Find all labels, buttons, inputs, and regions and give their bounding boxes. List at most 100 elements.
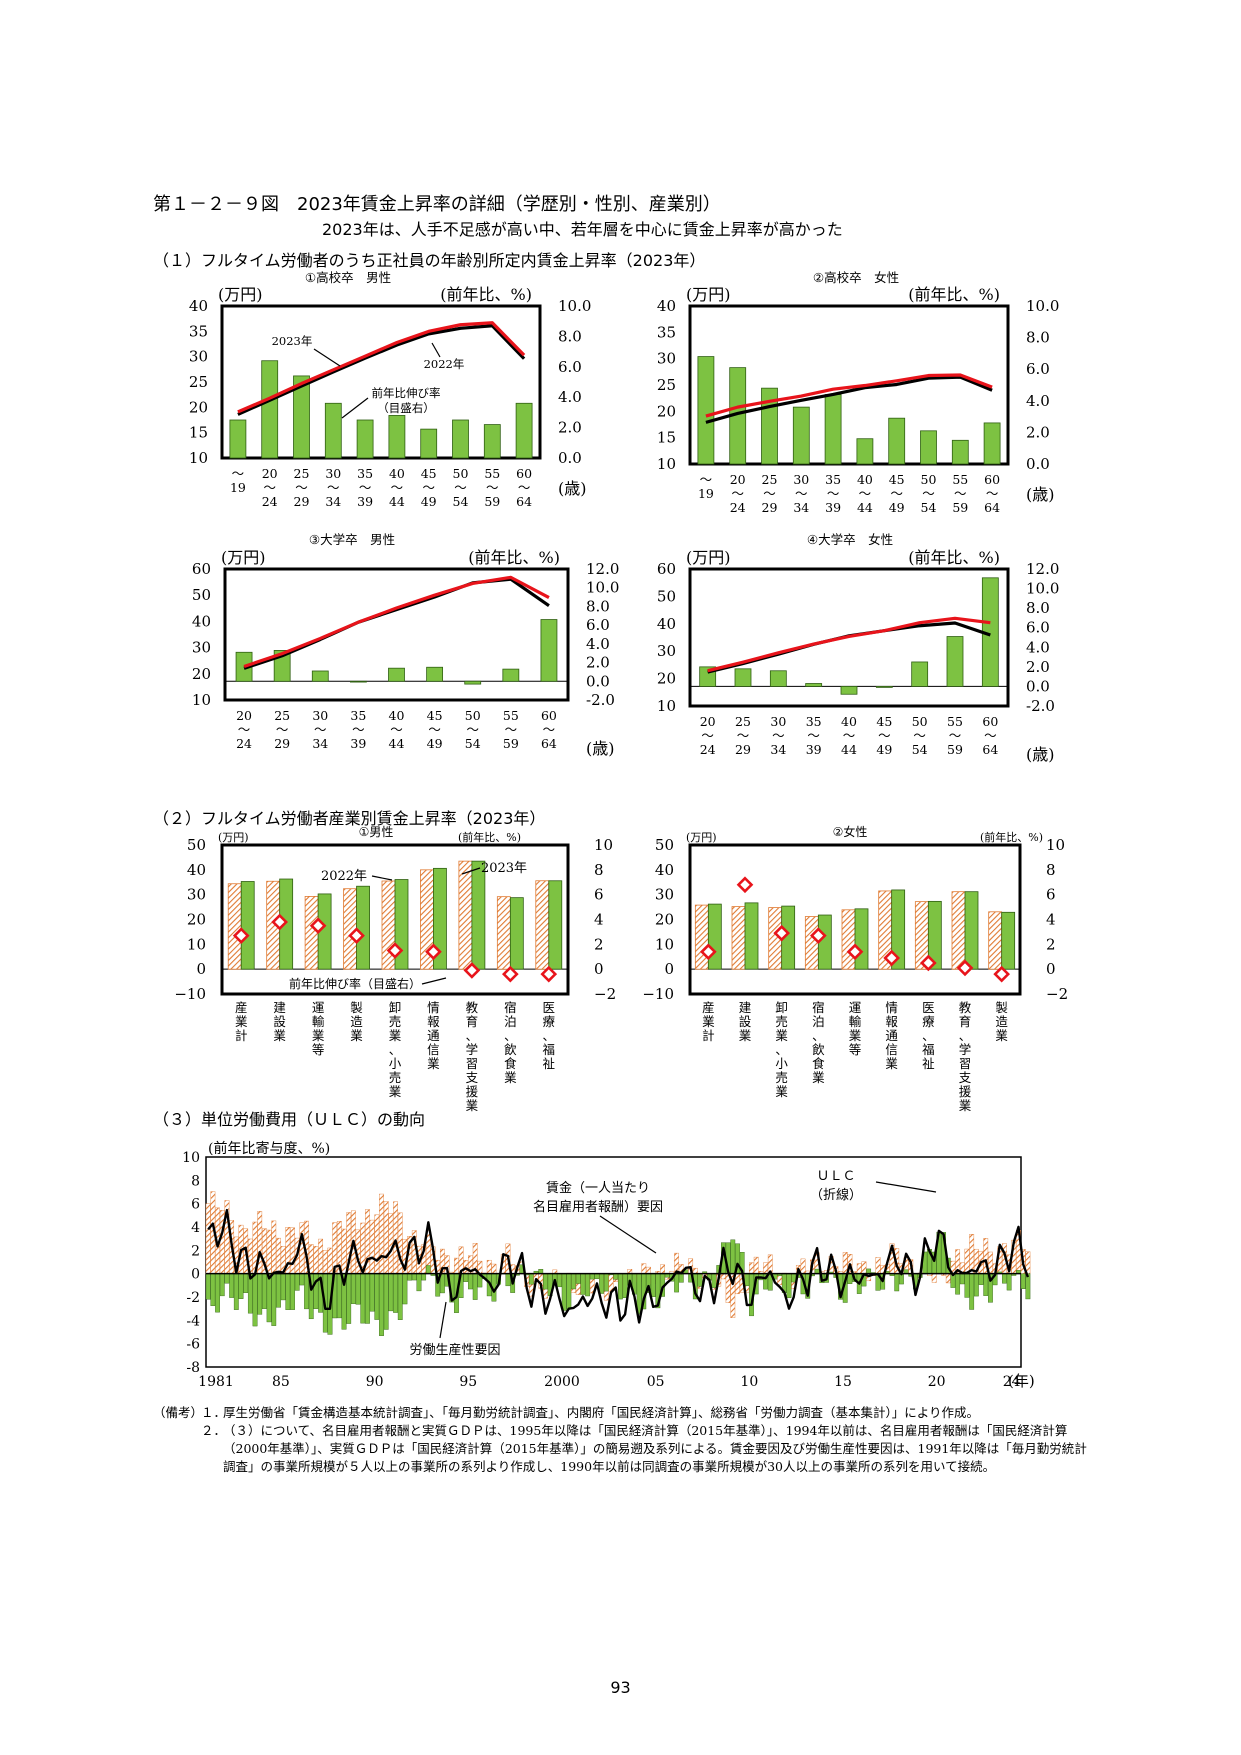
productivity-factor-bar <box>468 1273 473 1290</box>
x-category-label-part: ～ <box>859 486 872 501</box>
note-number: １． <box>201 1405 227 1420</box>
x-category-label-char: 福 <box>922 1042 935 1057</box>
productivity-factor-bar <box>730 1239 736 1274</box>
figure-subtitle: 2023年は、人手不足感が高い中、若年層を中心に賃金上昇率が高かった <box>322 220 843 239</box>
growth-bar <box>911 661 929 687</box>
right-tick-label: 0.0 <box>558 449 582 467</box>
x-category-label-char: 業 <box>775 1028 788 1043</box>
x-category-label-part: 59 <box>484 494 500 509</box>
x-category-label: 30～34 <box>793 472 809 515</box>
x-category-label-char: 、 <box>922 1028 935 1043</box>
growth-bar <box>452 419 469 459</box>
x-category-label-part: 45 <box>876 714 892 729</box>
x-category-label-char: 業 <box>389 1084 402 1099</box>
x-category-label: 55～59 <box>484 466 500 509</box>
left-tick-label: 30 <box>657 642 676 660</box>
annotation-2023: 2023年 <box>481 861 527 876</box>
x-category-label-part: ～ <box>737 728 750 743</box>
annotation-wage: 賃金（一人当たり <box>546 1180 650 1196</box>
y-tick-label: -4 <box>186 1313 200 1329</box>
notes: （備考） １． 厚生労働省「賃金構造基本統計調査」、「毎月勤労統計調査」、内閣府… <box>153 1404 1093 1476</box>
x-category-label: 50～54 <box>912 714 928 757</box>
diamond-marker-icon <box>540 965 558 983</box>
x-category-label-part: ～ <box>986 486 999 501</box>
left-tick-label: 15 <box>189 424 208 442</box>
x-category-label-char: 泊 <box>504 1014 517 1029</box>
productivity-factor-bar <box>219 1273 225 1297</box>
x-category-label-part: 24 <box>700 742 716 757</box>
x-category-label-char: 輸 <box>849 1014 862 1029</box>
wage-factor-bar <box>290 1227 295 1274</box>
x-category-label: 25～29 <box>294 466 310 509</box>
left-tick-label: −10 <box>174 985 206 1003</box>
productivity-factor-bar <box>393 1273 398 1313</box>
left-unit-label: (万円) <box>686 831 717 844</box>
x-category-label-part: ～ <box>466 722 479 737</box>
productivity-factor-bar <box>271 1273 277 1326</box>
wage-factor-bar <box>964 1248 970 1274</box>
x-category-label-part: ～ <box>232 466 245 481</box>
x-category-label-char: 業 <box>312 1028 325 1043</box>
diamond-marker-icon <box>501 965 519 983</box>
x-category-label-char: 業 <box>849 1028 862 1043</box>
growth-bar <box>824 394 842 465</box>
panel-c22: ②女性 −10 0 10 20 30 40 50 −2 0 2 4 6 8 10 (万円) (前年比、%) <box>642 824 1068 1003</box>
left-tick-label: 40 <box>192 612 211 630</box>
right-tick-label: 10.0 <box>1026 580 1059 598</box>
x-category-label: 卸売業、小売業 <box>389 1000 402 1099</box>
right-tick-label: 4 <box>1046 911 1056 929</box>
x-category-label-part: 44 <box>841 742 857 757</box>
note-number: ２． <box>201 1423 227 1438</box>
x-category-label: 40～44 <box>389 708 405 751</box>
x-category-label-char: 情 <box>427 1000 440 1015</box>
growth-bar <box>540 619 558 682</box>
y-tick-label: 0 <box>191 1267 200 1283</box>
productivity-factor-bar <box>416 1273 422 1292</box>
bar-2023 <box>433 867 447 970</box>
x-category-label-part: 29 <box>274 736 290 751</box>
productivity-factor-bar <box>1020 1273 1026 1289</box>
x-category-label: 30～34 <box>325 466 341 509</box>
x-unit-label: (歳) <box>558 479 587 498</box>
x-category-label-char: 報 <box>427 1014 440 1029</box>
productivity-factor-bar <box>397 1273 403 1320</box>
y-tick-label: 8 <box>191 1173 200 1189</box>
y-tick-label: -8 <box>186 1360 200 1376</box>
productivity-factor-bar <box>617 1273 623 1300</box>
x-category-label: 50～54 <box>465 708 481 751</box>
x-category-label-part: 54 <box>465 736 481 751</box>
annotation-productivity: 労働生産性要因 <box>409 1342 500 1358</box>
x-category-label-part: ～ <box>763 486 776 501</box>
x-category-label-part: 45 <box>889 472 905 487</box>
wage-factor-bar <box>454 1257 459 1274</box>
productivity-factor-bar <box>210 1273 216 1306</box>
x-category-label-part: ～ <box>295 480 308 495</box>
productivity-factor-bar <box>589 1273 595 1280</box>
x-category-label-char: 業 <box>959 1098 972 1113</box>
plot-frame <box>688 567 1010 708</box>
x-category-label-char: 、 <box>959 1028 972 1043</box>
right-tick-label: 12.0 <box>1026 560 1059 578</box>
growth-bar <box>805 683 823 687</box>
left-tick-label: 30 <box>189 348 208 366</box>
left-unit-label: (万円) <box>686 548 731 567</box>
wage-factor-bar <box>369 1219 375 1274</box>
x-category-label-part: ～ <box>314 722 327 737</box>
x-category-label-part: 39 <box>825 500 841 515</box>
left-tick-label: 20 <box>655 911 674 929</box>
x-category-label: 宿泊、飲食業 <box>504 1000 517 1085</box>
left-tick-label: 20 <box>657 670 676 688</box>
x-category-label-part: 40 <box>389 708 405 723</box>
productivity-factor-bar <box>369 1273 375 1312</box>
y-tick-label: 2 <box>191 1243 200 1259</box>
bar-2022 <box>841 909 856 970</box>
x-category-label-part: 35 <box>806 714 822 729</box>
x-category-label-char: 学 <box>466 1042 479 1057</box>
left-tick-label: 10 <box>189 449 208 467</box>
growth-bar <box>951 439 969 465</box>
x-category-label-char: 育 <box>466 1014 479 1029</box>
x-category-label-part: 50 <box>465 708 481 723</box>
x-category-label-char: 運 <box>312 1000 325 1015</box>
wage-factor-bar <box>660 1264 665 1274</box>
diamond-marker-icon <box>809 927 827 944</box>
